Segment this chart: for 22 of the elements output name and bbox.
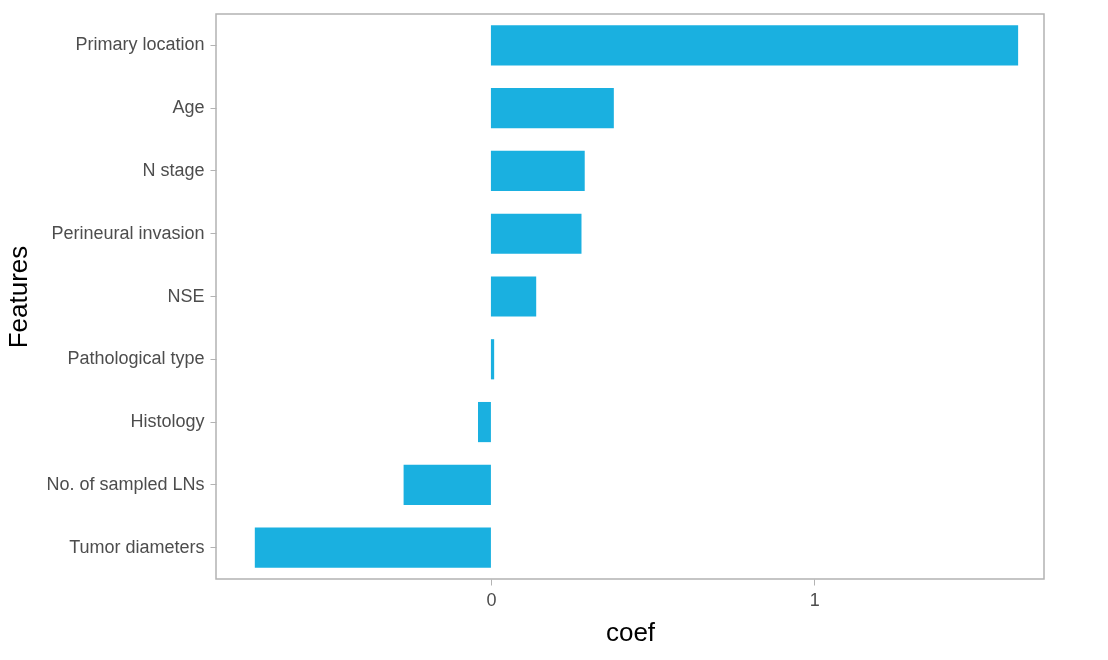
bar [254, 527, 491, 568]
bar [490, 276, 537, 317]
y-tick-label: Primary location [75, 34, 205, 55]
y-tick-label: No. of sampled LNs [46, 473, 205, 494]
y-tick-label: Perineural invasion [51, 222, 205, 243]
bar [490, 339, 495, 380]
bar [490, 150, 585, 192]
bar [490, 88, 614, 129]
y-tick-label: Histology [130, 411, 205, 432]
y-tick-label: Tumor diameters [69, 536, 205, 557]
bar [403, 464, 491, 505]
x-tick-label: 0 [486, 589, 497, 610]
bar [490, 213, 582, 254]
y-tick-label: Age [172, 97, 205, 118]
x-tick-label: 1 [809, 589, 820, 610]
bar [490, 25, 1019, 66]
y-tick-label: NSE [167, 285, 205, 306]
y-tick-label: N stage [142, 159, 205, 180]
y-axis-title: Features [3, 245, 34, 349]
bar [477, 401, 491, 443]
y-tick-label: Pathological type [67, 348, 205, 369]
x-axis-title: coef [605, 616, 656, 647]
